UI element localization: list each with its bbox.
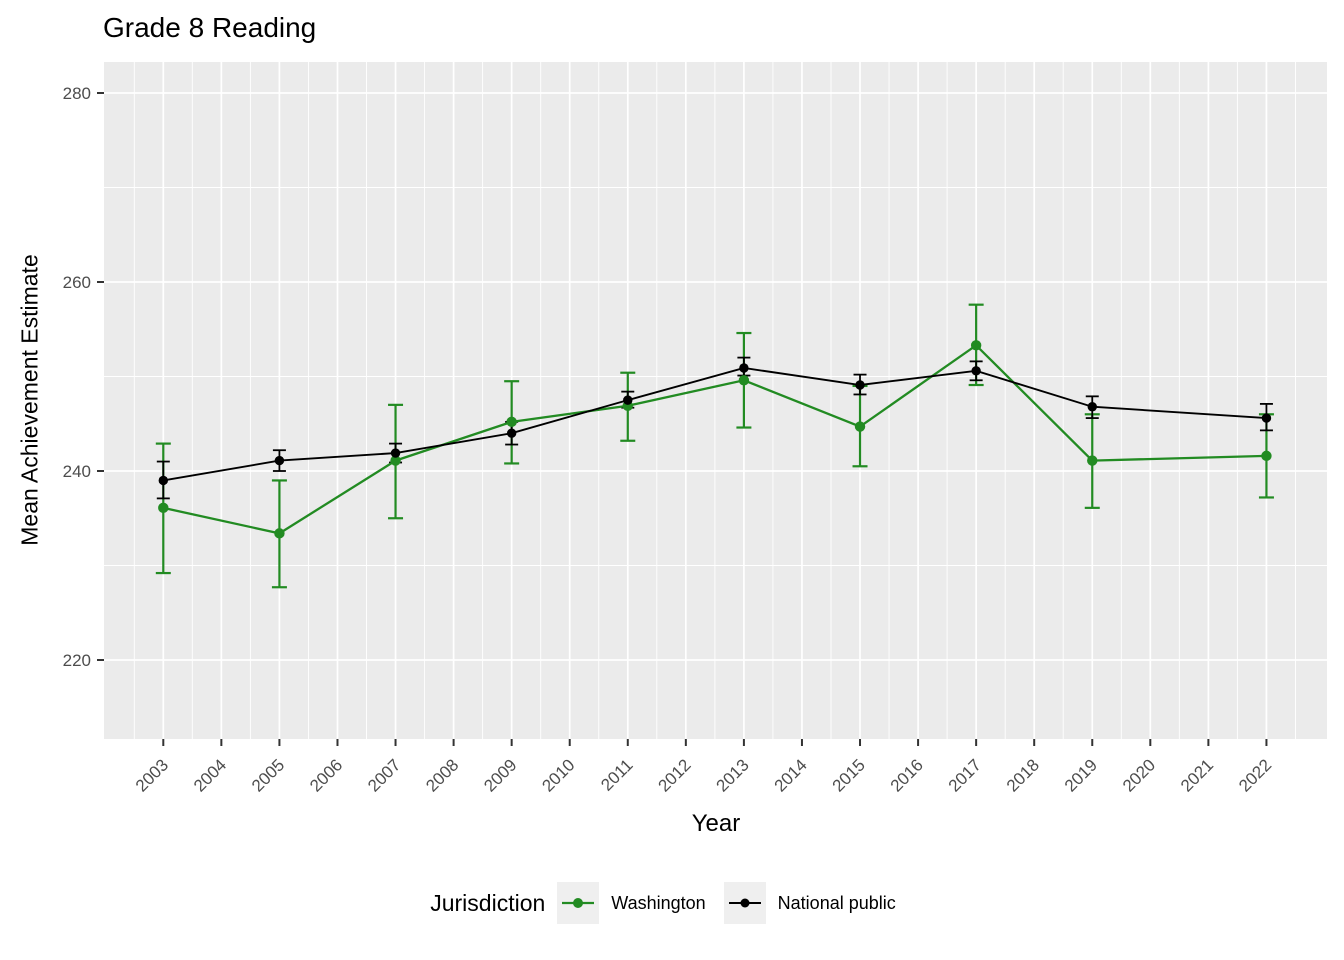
svg-text:220: 220 bbox=[63, 651, 91, 670]
points-national-public bbox=[158, 363, 1272, 486]
svg-text:2008: 2008 bbox=[422, 755, 462, 795]
legend-item-national-public: National public bbox=[723, 882, 914, 924]
legend: Jurisdiction Washington National public bbox=[0, 882, 1344, 924]
x-tick-labels: 2003 2004 2005 2006 2007 2008 2009 2010 2011 2012… bbox=[132, 755, 1275, 795]
legend-label-national-public: National public bbox=[777, 892, 896, 913]
svg-text:2010: 2010 bbox=[538, 755, 578, 795]
svg-text:2019: 2019 bbox=[1061, 755, 1101, 795]
legend-item-washington: Washington bbox=[557, 882, 723, 924]
svg-text:2018: 2018 bbox=[1003, 755, 1043, 795]
legend-label-washington: Washington bbox=[611, 892, 706, 913]
svg-text:2013: 2013 bbox=[713, 755, 753, 795]
national-public-key-icon bbox=[723, 882, 766, 924]
svg-text:2020: 2020 bbox=[1119, 755, 1159, 795]
svg-text:2014: 2014 bbox=[771, 755, 811, 795]
line-washington bbox=[163, 343, 1267, 535]
svg-text:2006: 2006 bbox=[306, 755, 346, 795]
svg-text:2004: 2004 bbox=[190, 755, 230, 795]
svg-text:2015: 2015 bbox=[829, 755, 869, 795]
svg-text:280: 280 bbox=[63, 84, 91, 103]
svg-text:240: 240 bbox=[63, 462, 91, 481]
legend-title: Jurisdiction bbox=[430, 889, 546, 916]
gridlines bbox=[104, 62, 1327, 739]
svg-text:2016: 2016 bbox=[887, 755, 927, 795]
svg-text:2003: 2003 bbox=[132, 755, 172, 795]
svg-text:2022: 2022 bbox=[1235, 755, 1275, 795]
line-national-public bbox=[163, 367, 1267, 482]
chart-title: Grade 8 Reading bbox=[103, 12, 317, 43]
svg-text:2009: 2009 bbox=[480, 755, 520, 795]
svg-text:2005: 2005 bbox=[248, 755, 288, 795]
axis-tick-marks bbox=[97, 92, 1268, 746]
svg-text:2021: 2021 bbox=[1177, 755, 1217, 795]
svg-text:2011: 2011 bbox=[597, 755, 636, 794]
washington-key-icon bbox=[557, 882, 600, 924]
points-washington bbox=[158, 340, 1272, 539]
svg-text:2017: 2017 bbox=[945, 755, 985, 795]
y-tick-labels: 220 240 260 280 bbox=[63, 84, 91, 670]
svg-text:2007: 2007 bbox=[364, 755, 404, 795]
panel-background bbox=[104, 62, 1327, 739]
x-axis-title: Year bbox=[691, 810, 741, 837]
svg-text:2012: 2012 bbox=[654, 755, 694, 795]
svg-text:260: 260 bbox=[63, 273, 91, 292]
